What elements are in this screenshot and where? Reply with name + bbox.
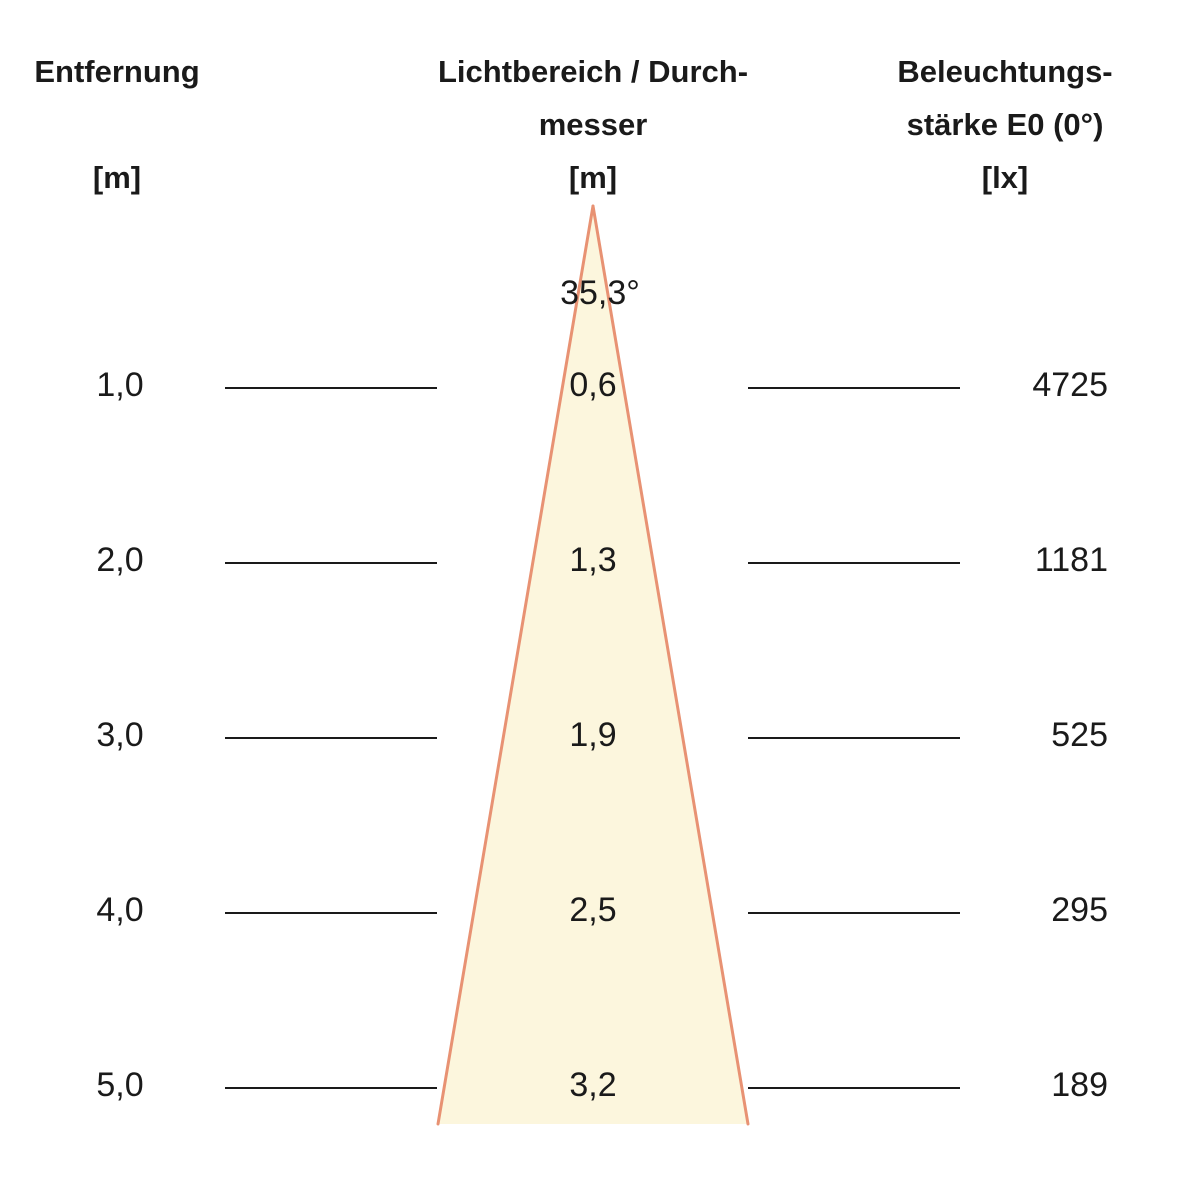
column-header-illuminance-unit: [lx]: [981, 160, 1029, 195]
distance-value: 1,0: [96, 366, 144, 404]
column-header-illuminance: Beleuchtungs- stärke E0 (0°) [lx]: [855, 0, 1155, 210]
light-cone-left-edge: [436, 204, 595, 1126]
illuminance-value: 4725: [1032, 366, 1108, 404]
illuminance-value: 295: [1051, 891, 1108, 929]
column-header-distance-unit: [m]: [92, 160, 142, 195]
light-cone-fill: [438, 206, 748, 1124]
column-header-beam-title-line1: Lichtbereich / Durch-: [437, 54, 749, 89]
distance-value: 3,0: [96, 716, 144, 754]
illuminance-value: 189: [1051, 1066, 1108, 1104]
column-header-distance-title: Entfernung: [34, 54, 200, 89]
row-rule-right: [748, 562, 960, 564]
column-header-illuminance-title-line2: stärke E0 (0°): [906, 107, 1104, 142]
row-rule-right: [748, 1087, 960, 1089]
distance-value: 2,0: [96, 541, 144, 579]
diameter-value: 3,2: [569, 1066, 617, 1104]
row-rule-right: [748, 737, 960, 739]
column-header-beam-unit: [m]: [568, 160, 618, 195]
diameter-value: 2,5: [569, 891, 617, 929]
row-rule-left: [225, 387, 437, 389]
diameter-value: 1,9: [569, 716, 617, 754]
column-header-distance: Entfernung [m]: [17, 0, 217, 210]
diameter-value: 1,3: [569, 541, 617, 579]
row-rule-left: [225, 1087, 437, 1089]
row-rule-right: [748, 912, 960, 914]
row-rule-left: [225, 737, 437, 739]
column-header-beam-title-line2: messer: [538, 107, 648, 142]
illuminance-value: 525: [1051, 716, 1108, 754]
column-header-beam: Lichtbereich / Durch- messer [m]: [393, 0, 793, 210]
row-rule-right: [748, 387, 960, 389]
illuminance-value: 1181: [1034, 541, 1108, 579]
row-rule-left: [225, 562, 437, 564]
light-cone-right-edge: [591, 204, 750, 1126]
diameter-value: 0,6: [569, 366, 617, 404]
column-header-illuminance-title-line1: Beleuchtungs-: [897, 54, 1113, 89]
distance-value: 4,0: [96, 891, 144, 929]
distance-value: 5,0: [96, 1066, 144, 1104]
beam-angle-label: 35,3°: [560, 274, 640, 312]
row-rule-left: [225, 912, 437, 914]
